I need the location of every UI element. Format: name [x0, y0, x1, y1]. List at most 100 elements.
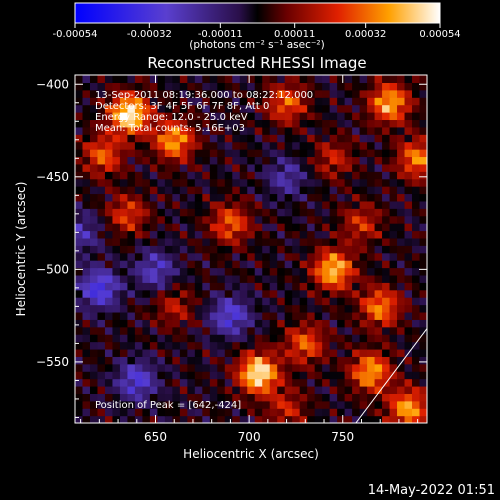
heatmap-cell — [292, 171, 301, 180]
heatmap-cell — [367, 104, 376, 113]
heatmap-cell — [97, 126, 106, 135]
heatmap-cell — [179, 82, 188, 91]
heatmap-cell — [172, 119, 181, 128]
heatmap-cell — [82, 408, 91, 417]
heatmap-cell — [142, 385, 151, 394]
heatmap-cell — [112, 304, 121, 313]
heatmap-cell — [119, 126, 129, 135]
heatmap-cell — [247, 186, 256, 195]
heatmap-cell — [217, 267, 226, 276]
heatmap-cell — [104, 260, 114, 269]
heatmap-cell — [269, 237, 278, 246]
heatmap-cell — [112, 334, 121, 343]
heatmap-cell — [307, 237, 316, 246]
heatmap-cell — [82, 200, 91, 209]
heatmap-cell — [344, 304, 353, 313]
heatmap-cell — [89, 245, 99, 254]
heatmap-cell — [352, 208, 361, 217]
heatmap-cell — [367, 163, 376, 172]
heatmap-cell — [352, 186, 361, 195]
heatmap-cell — [82, 371, 91, 380]
heatmap-cell — [344, 112, 353, 121]
heatmap-cell — [164, 82, 173, 91]
heatmap-cell — [157, 260, 166, 269]
heatmap-cell — [322, 171, 331, 180]
heatmap-cell — [299, 178, 308, 187]
heatmap-cell — [247, 193, 256, 202]
heatmap-cell — [382, 267, 391, 276]
heatmap-cell — [419, 297, 427, 306]
heatmap-cell — [299, 200, 308, 209]
heatmap-cell — [389, 252, 398, 261]
heatmap-cell — [232, 178, 241, 187]
heatmap-cell — [344, 119, 353, 128]
heatmap-cell — [329, 223, 338, 232]
heatmap-cell — [374, 82, 383, 91]
heatmap-cell — [157, 378, 166, 387]
heatmap-cell — [374, 208, 383, 217]
heatmap-cell — [254, 223, 263, 232]
heatmap-cell — [119, 326, 129, 335]
heatmap-cell — [314, 274, 323, 283]
heatmap-cell — [112, 348, 121, 357]
heatmap-cell — [337, 363, 346, 372]
heatmap-cell — [172, 178, 181, 187]
heatmap-cell — [239, 274, 248, 283]
heatmap-cell — [314, 141, 323, 150]
annotation-time: 13-Sep-2011 08:19:36.000 to 08:22:12.000 — [95, 90, 313, 101]
heatmap-cell — [224, 378, 233, 387]
heatmap-cell — [352, 97, 361, 106]
heatmap-cell — [239, 363, 248, 372]
heatmap-cell — [127, 119, 136, 128]
heatmap-cell — [397, 289, 406, 298]
heatmap-cell — [292, 112, 301, 121]
heatmap-cell — [382, 341, 391, 350]
heatmap-cell — [157, 200, 166, 209]
heatmap-cell — [97, 230, 106, 239]
heatmap-cell — [157, 289, 166, 298]
heatmap-cell — [359, 393, 368, 402]
heatmap-cell — [149, 126, 158, 135]
heatmap-cell — [374, 334, 383, 343]
heatmap-cell — [254, 141, 263, 150]
heatmap-cell — [299, 334, 308, 343]
heatmap-cell — [232, 385, 241, 394]
heatmap-cell — [329, 415, 338, 423]
heatmap-cell — [104, 186, 114, 195]
heatmap-cell — [374, 245, 383, 254]
heatmap-cell — [412, 126, 421, 135]
heatmap-cell — [367, 297, 376, 306]
heatmap-cell — [269, 274, 278, 283]
heatmap-cell — [299, 415, 308, 423]
heatmap-cell — [75, 178, 84, 187]
heatmap-cell — [359, 356, 368, 365]
heatmap-cell — [389, 156, 398, 165]
heatmap-cell — [284, 178, 293, 187]
heatmap-cell — [149, 341, 158, 350]
heatmap-cell — [314, 171, 323, 180]
heatmap-cell — [164, 341, 173, 350]
heatmap-cell — [322, 156, 331, 165]
heatmap-cell — [82, 245, 91, 254]
heatmap-cell — [277, 193, 286, 202]
heatmap-cell — [134, 200, 143, 209]
y-tick-label: −500 — [36, 262, 69, 276]
heatmap-cell — [239, 267, 248, 276]
heatmap-cell — [299, 134, 308, 143]
heatmap-cell — [307, 408, 316, 417]
heatmap-cell — [224, 126, 233, 135]
heatmap-cell — [329, 156, 338, 165]
heatmap-cell — [97, 149, 106, 158]
heatmap-cell — [104, 230, 114, 239]
heatmap-cell — [217, 297, 226, 306]
heatmap-cell — [419, 97, 427, 106]
heatmap-cell — [157, 267, 166, 276]
heatmap-cell — [232, 215, 241, 224]
heatmap-cell — [187, 252, 196, 261]
heatmap-cell — [202, 193, 211, 202]
heatmap-cell — [419, 237, 427, 246]
heatmap-cell — [254, 237, 263, 246]
heatmap-cell — [359, 400, 368, 409]
heatmap-cell — [157, 237, 166, 246]
heatmap-cell — [269, 134, 278, 143]
